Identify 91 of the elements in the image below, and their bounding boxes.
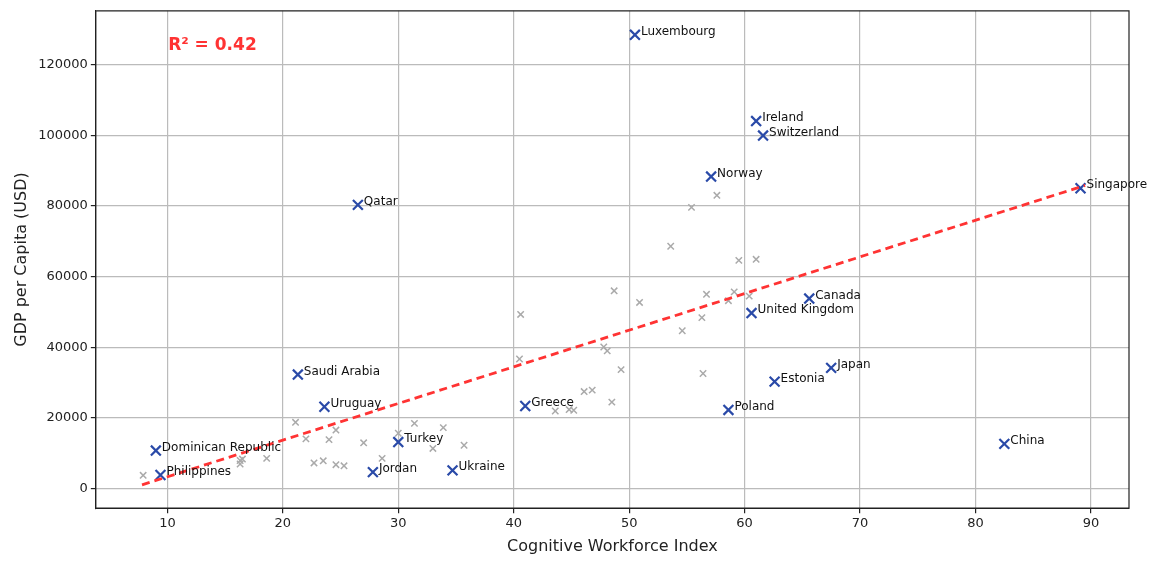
point [410, 419, 419, 428]
point [291, 368, 304, 381]
point [603, 346, 612, 355]
point [722, 403, 735, 416]
x-tick-label: 20 [274, 515, 292, 531]
y-tick-label: 120000 [38, 55, 88, 71]
point [752, 255, 761, 264]
point [628, 28, 641, 41]
point [516, 310, 525, 319]
annotation: Turkey [403, 431, 444, 446]
annotation: United Kingdom [757, 302, 854, 317]
point [301, 434, 310, 443]
point [515, 355, 524, 363]
x-tick-label: 60 [736, 515, 753, 531]
point [394, 429, 403, 438]
y-tick-label: 60000 [46, 268, 88, 284]
annotation: Japan [836, 356, 871, 371]
x-tick-label: 70 [851, 515, 869, 531]
annotation: Estonia [780, 370, 825, 385]
y-tick-label: 20000 [46, 409, 88, 425]
point [699, 369, 707, 378]
x-axis-title: Cognitive Workforce Index [507, 535, 718, 555]
y-tick-label: 80000 [46, 197, 88, 213]
point [724, 296, 733, 305]
point [332, 460, 340, 469]
point [319, 456, 328, 465]
annotation: Norway [717, 165, 763, 180]
annotation: Canada [815, 287, 861, 302]
point [446, 464, 459, 477]
point [359, 438, 368, 447]
annotation: Greece [531, 395, 574, 410]
point [580, 387, 589, 396]
point [745, 307, 758, 320]
point [750, 115, 763, 128]
point [569, 406, 578, 415]
point [697, 313, 706, 322]
annotation: Ireland [762, 110, 804, 125]
point [635, 298, 644, 307]
annotation: Luxembourg [640, 23, 716, 38]
point [351, 198, 364, 211]
point [588, 386, 597, 395]
point [617, 365, 625, 374]
point [757, 129, 770, 142]
point [139, 471, 148, 480]
point [460, 441, 469, 450]
point [768, 375, 781, 388]
point [599, 343, 608, 351]
x-tick-label: 80 [967, 515, 984, 531]
point [687, 203, 696, 212]
x-tick-label: 40 [505, 515, 522, 531]
point [439, 423, 448, 432]
point [1074, 182, 1087, 195]
point [366, 466, 379, 479]
annotation: Uruguay [330, 395, 382, 410]
annotation: Jordan [377, 461, 418, 476]
point [678, 326, 687, 335]
point [332, 426, 340, 434]
x-tick-label: 90 [1082, 515, 1100, 531]
annotation: Switzerland [769, 124, 840, 139]
annotation: Saudi Arabia [303, 363, 380, 378]
point [712, 191, 721, 200]
point [392, 436, 405, 449]
point [998, 437, 1011, 450]
point [340, 461, 348, 470]
y-tick-label: 0 [79, 480, 88, 496]
annotation: Poland [734, 399, 775, 414]
point [154, 468, 167, 482]
point [666, 242, 675, 251]
point [734, 256, 743, 265]
y-tick-label: 100000 [38, 126, 88, 142]
point [607, 398, 616, 407]
annotation: China [1010, 432, 1045, 447]
point [519, 399, 532, 413]
annotation: Ukraine [458, 459, 505, 474]
point [318, 400, 331, 413]
point [310, 459, 318, 467]
point [291, 418, 300, 427]
point [702, 290, 711, 299]
point [149, 444, 162, 457]
y-tick-label: 40000 [46, 338, 88, 354]
x-tick-label: 10 [159, 515, 176, 531]
x-tick-label: 30 [390, 515, 407, 531]
point [705, 170, 718, 183]
point [262, 454, 271, 463]
point [610, 286, 619, 295]
x-tick-label: 50 [620, 515, 638, 531]
y-axis-title: GDP per Capita (USD) [10, 172, 30, 347]
annotation: Qatar [363, 194, 398, 209]
annotation: R² = 0.42 [168, 34, 257, 55]
point [730, 287, 739, 296]
point [745, 292, 754, 301]
